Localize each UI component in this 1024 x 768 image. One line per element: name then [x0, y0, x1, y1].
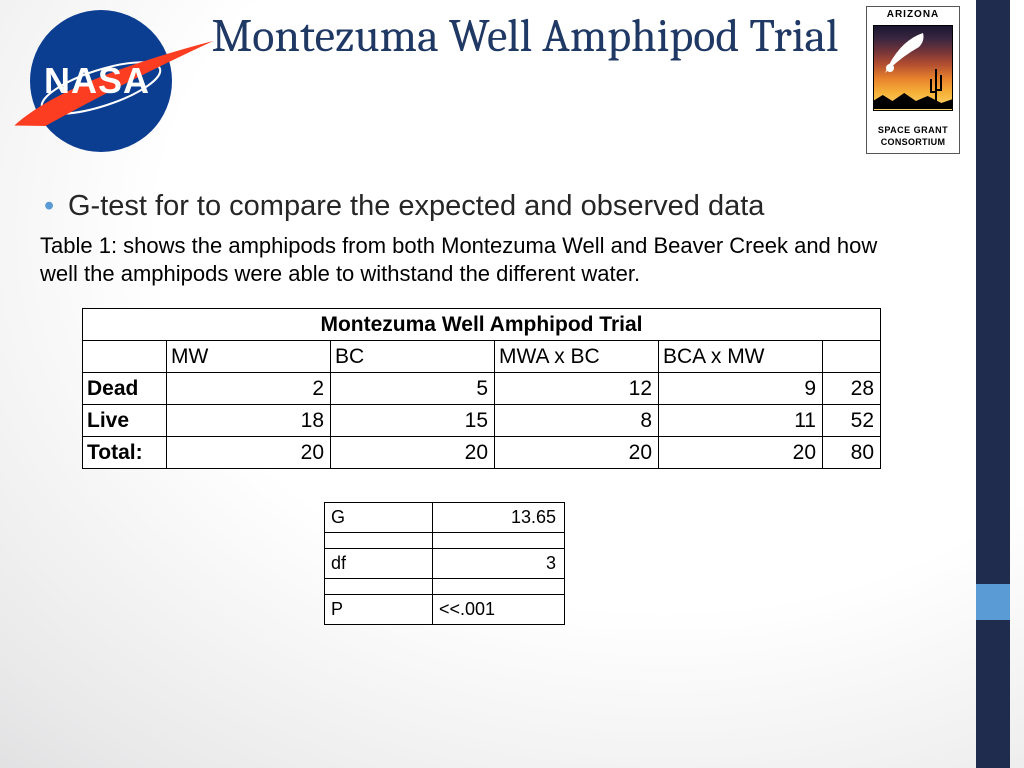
cell: 52 — [823, 405, 881, 437]
stat-label-g: G — [325, 503, 433, 533]
slide-title: Montezuma Well Amphipod Trial — [200, 8, 850, 65]
cell: 11 — [659, 405, 823, 437]
table-title-cell: Montezuma Well Amphipod Trial — [83, 309, 881, 341]
row-label-dead: Dead — [83, 373, 167, 405]
cell: 20 — [495, 437, 659, 469]
col-header-bcaxmw: BCA x MW — [659, 341, 823, 373]
cell: 28 — [823, 373, 881, 405]
stat-value-df: 3 — [433, 549, 565, 579]
az-logo-comet-icon — [879, 27, 931, 79]
az-logo-line2: CONSORTIUM — [867, 137, 959, 147]
right-bar-light — [976, 584, 1010, 620]
table-row: Total: 20 20 20 20 80 — [83, 437, 881, 469]
col-header-blank — [83, 341, 167, 373]
main-data-table: Montezuma Well Amphipod Trial MW BC MWA … — [82, 308, 881, 469]
az-logo-line1: SPACE GRANT — [867, 125, 959, 135]
table-spacer-row — [325, 533, 565, 549]
table-row: G 13.65 — [325, 503, 565, 533]
cell: 5 — [331, 373, 495, 405]
stat-label-p: P — [325, 595, 433, 625]
table-row: P <<.001 — [325, 595, 565, 625]
cell: 2 — [167, 373, 331, 405]
cell: 20 — [659, 437, 823, 469]
cell: 15 — [331, 405, 495, 437]
bullet-item-1: G-test for to compare the expected and o… — [40, 190, 910, 223]
col-header-mwaxbc: MWA x BC — [495, 341, 659, 373]
nasa-logo: NASA — [12, 2, 212, 162]
table-title-row: Montezuma Well Amphipod Trial — [83, 309, 881, 341]
right-accent-bars — [962, 0, 1024, 768]
row-label-live: Live — [83, 405, 167, 437]
table-row: Dead 2 5 12 9 28 — [83, 373, 881, 405]
col-header-sum — [823, 341, 881, 373]
arizona-space-grant-logo: ARIZONA SPACE GRANT CONSORTIUM — [866, 6, 960, 154]
nasa-wordmark: NASA — [44, 60, 150, 102]
right-bar-dark — [976, 0, 1010, 768]
table-row: Live 18 15 8 11 52 — [83, 405, 881, 437]
cell: 12 — [495, 373, 659, 405]
bullet-list: G-test for to compare the expected and o… — [40, 190, 910, 223]
cell: 9 — [659, 373, 823, 405]
cell: 80 — [823, 437, 881, 469]
cell: 8 — [495, 405, 659, 437]
col-header-mw: MW — [167, 341, 331, 373]
stat-label-df: df — [325, 549, 433, 579]
cell: 20 — [167, 437, 331, 469]
table-spacer-row — [325, 579, 565, 595]
table-caption: Table 1: shows the amphipods from both M… — [40, 232, 900, 288]
col-header-bc: BC — [331, 341, 495, 373]
az-logo-mountain-icon — [873, 91, 953, 109]
table-header-row: MW BC MWA x BC BCA x MW — [83, 341, 881, 373]
table-row: df 3 — [325, 549, 565, 579]
row-label-total: Total: — [83, 437, 167, 469]
right-bar-edge — [1010, 0, 1024, 768]
stats-table: G 13.65 df 3 P <<.001 — [324, 502, 565, 625]
stat-value-p: <<.001 — [433, 595, 565, 625]
cell: 20 — [331, 437, 495, 469]
az-logo-state: ARIZONA — [867, 7, 959, 20]
cell: 18 — [167, 405, 331, 437]
stat-value-g: 13.65 — [433, 503, 565, 533]
